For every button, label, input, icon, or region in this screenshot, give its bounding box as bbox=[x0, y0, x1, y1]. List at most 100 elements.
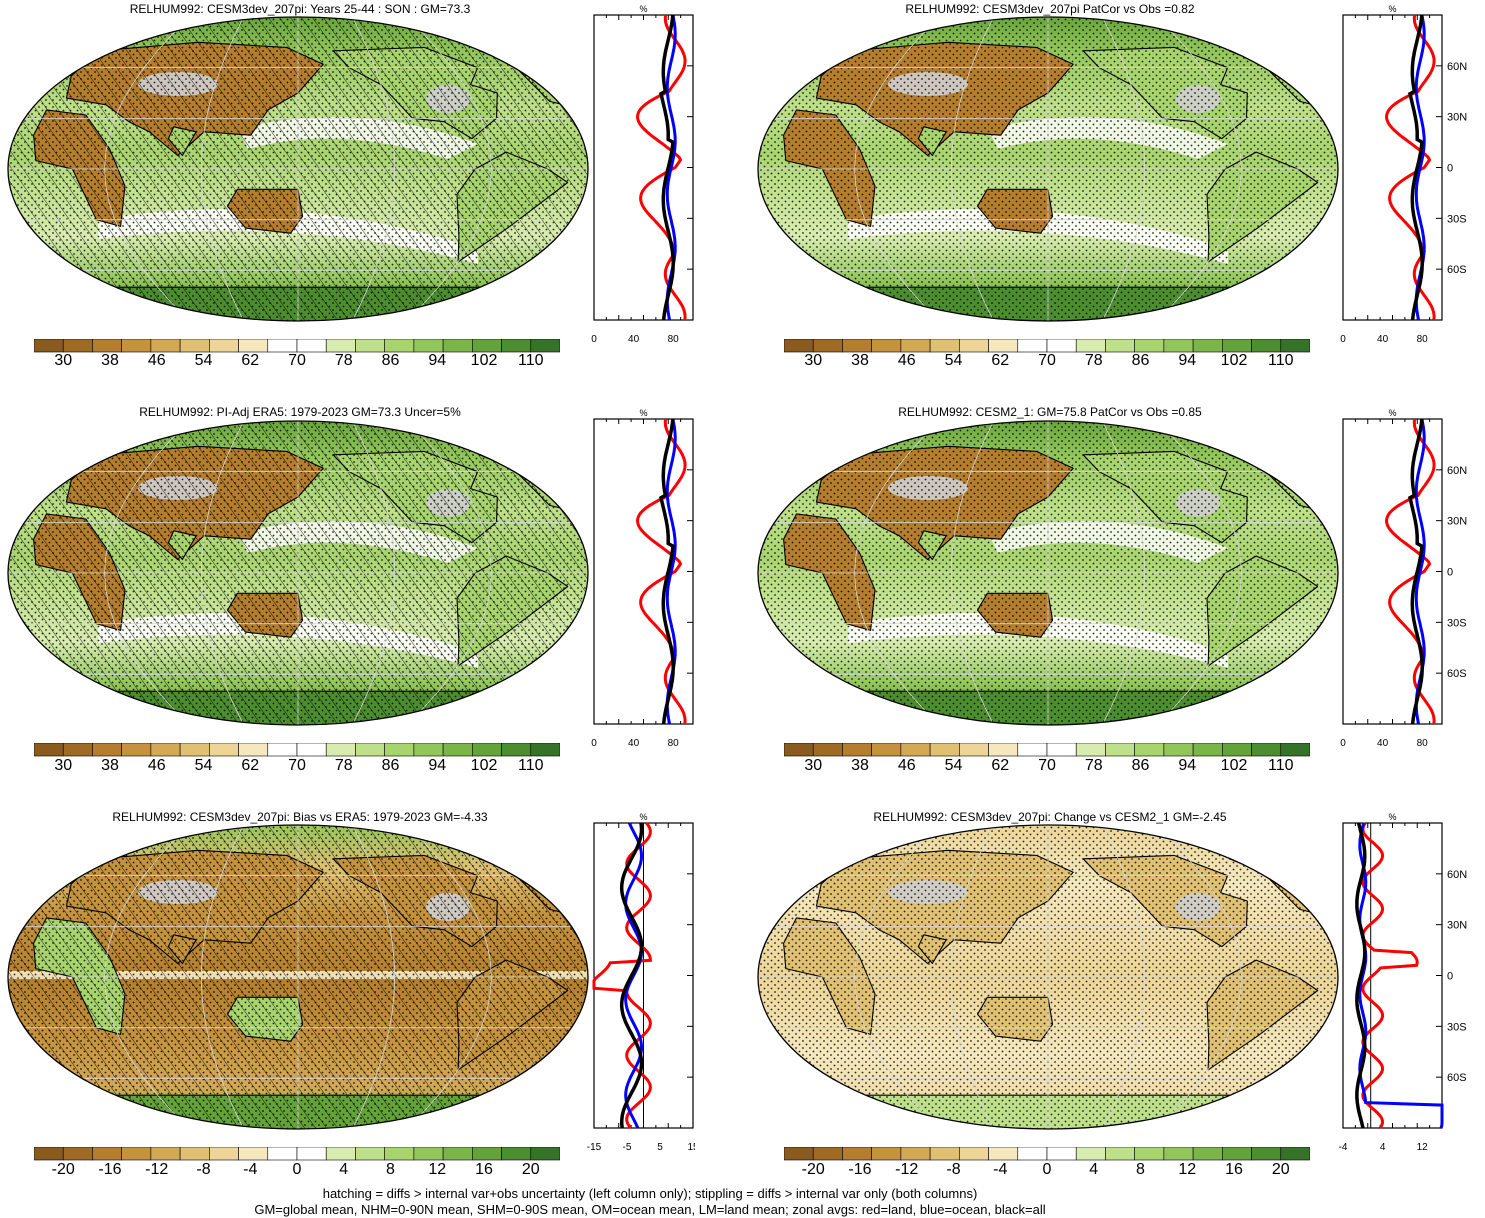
colorbar-tick-label: 70 bbox=[1038, 352, 1056, 369]
colorbar-tick-label: 62 bbox=[991, 757, 1010, 774]
panel-5-title: RELHUM992: CESM3dev_207pi: Bias vs ERA5:… bbox=[112, 810, 488, 824]
zonal-x-tick-label: 0 bbox=[1340, 738, 1346, 749]
colorbar-swatch bbox=[1046, 1147, 1077, 1161]
colorbar-tick-label: 62 bbox=[241, 757, 260, 774]
zonal-curve-all bbox=[619, 822, 644, 1129]
colorbar-swatch bbox=[209, 1147, 239, 1161]
zonal-unit-label: % bbox=[1388, 408, 1396, 418]
colorbar-tick-label: 38 bbox=[101, 352, 119, 369]
colorbar-tick-label: 102 bbox=[1220, 757, 1248, 774]
colorbar-tick-label: -8 bbox=[946, 1161, 961, 1178]
footer-line-1: hatching = diffs > internal var+obs unce… bbox=[322, 1186, 978, 1201]
zonal-curve-land bbox=[592, 822, 653, 1129]
zonal-curve-all bbox=[1355, 822, 1367, 1129]
colorbar-tick-label: 46 bbox=[147, 352, 166, 369]
zonal-lat-label: 60N bbox=[1447, 61, 1467, 73]
colorbar-labels-panel-3: 30 38 46 54 62 70 78 86 94 102 110 bbox=[34, 757, 560, 779]
zonal-lat-label: 30S bbox=[1447, 617, 1467, 629]
colorbar-swatch bbox=[1134, 743, 1165, 757]
colorbar-panel-5 bbox=[34, 1147, 560, 1161]
zonal-unit-label: % bbox=[1388, 4, 1396, 14]
colorbar-swatch bbox=[238, 743, 269, 757]
colorbar-tick-label: 0 bbox=[292, 1161, 302, 1178]
colorbar-swatch bbox=[325, 1147, 356, 1161]
colorbar-swatch bbox=[1105, 1147, 1135, 1161]
colorbar-tick-label: 0 bbox=[1042, 1161, 1052, 1178]
colorbar-tick-label: 16 bbox=[1225, 1161, 1243, 1178]
map-border bbox=[757, 824, 1339, 1130]
colorbar-swatch bbox=[1017, 1147, 1048, 1161]
colorbar-labels-panel-1: 30 38 46 54 62 70 78 86 94 102 110 bbox=[34, 352, 560, 374]
colorbar-tick-label: 38 bbox=[101, 757, 119, 774]
colorbar-swatch bbox=[1222, 743, 1252, 757]
zonal-frame bbox=[1342, 418, 1443, 725]
colorbar-tick-label: 86 bbox=[1131, 352, 1150, 369]
colorbar-swatch bbox=[267, 1147, 298, 1161]
colorbar-swatch bbox=[1163, 1147, 1194, 1161]
colorbar-tick-label: 20 bbox=[521, 1161, 540, 1178]
colorbar-tick-label: -8 bbox=[196, 1161, 211, 1178]
zonal-x-tick-label: 40 bbox=[628, 738, 640, 749]
colorbar-swatch bbox=[1075, 339, 1106, 353]
colorbar-swatch bbox=[812, 339, 843, 353]
colorbar-tick-label: 110 bbox=[518, 757, 544, 774]
zonal-curve-land bbox=[1384, 14, 1436, 321]
zonal-x-tick-label: 40 bbox=[628, 334, 640, 345]
colorbar-tick-label: 70 bbox=[288, 352, 306, 369]
colorbar-swatch bbox=[900, 1147, 931, 1161]
colorbar-tick-label: 78 bbox=[1084, 757, 1103, 774]
colorbar-swatch bbox=[238, 339, 269, 353]
colorbar-swatch bbox=[355, 743, 385, 757]
colorbar-swatch bbox=[121, 339, 152, 353]
colorbar-tick-label: 30 bbox=[54, 757, 73, 774]
zonal-curve-land bbox=[1384, 418, 1436, 725]
colorbar-swatch bbox=[988, 1147, 1019, 1161]
colorbar-labels-panel-6: -20 -16 -12 -8 -4 0 4 8 12 16 20 bbox=[784, 1161, 1310, 1183]
colorbar-swatch bbox=[988, 743, 1019, 757]
colorbar-swatch bbox=[1222, 1147, 1252, 1161]
colorbar-swatch bbox=[121, 743, 152, 757]
colorbar-panel-3 bbox=[34, 743, 560, 757]
colorbar-tick-label: 38 bbox=[851, 757, 869, 774]
colorbar-swatch bbox=[929, 1147, 960, 1161]
map-border bbox=[757, 420, 1339, 726]
colorbar-swatch bbox=[384, 339, 415, 353]
colorbar-swatch bbox=[355, 339, 385, 353]
colorbar-swatch bbox=[842, 339, 872, 353]
colorbar-tick-label: 86 bbox=[381, 352, 400, 369]
zonal-x-tick-label: 80 bbox=[668, 738, 680, 749]
colorbar-swatch bbox=[179, 743, 210, 757]
zonal-unit-label: % bbox=[639, 408, 647, 418]
colorbar-swatch bbox=[296, 1147, 327, 1161]
colorbar-swatch bbox=[209, 743, 239, 757]
colorbar-swatch bbox=[472, 743, 502, 757]
zonal-x-tick-label: 15 bbox=[687, 1142, 695, 1153]
colorbar-swatch bbox=[442, 743, 473, 757]
colorbar-tick-label: -4 bbox=[243, 1161, 258, 1178]
colorbar-swatch bbox=[1046, 743, 1077, 757]
map-border bbox=[757, 16, 1339, 322]
colorbar-swatch bbox=[472, 1147, 502, 1161]
zonal-lat-label: 60N bbox=[1447, 869, 1467, 881]
colorbar-panel-2 bbox=[784, 339, 1310, 353]
colorbar-tick-label: 46 bbox=[147, 757, 166, 774]
colorbar-swatch bbox=[784, 1147, 814, 1161]
colorbar-swatch bbox=[442, 1147, 473, 1161]
colorbar-tick-label: 54 bbox=[944, 757, 963, 774]
colorbar-swatch bbox=[413, 743, 444, 757]
map-border bbox=[7, 420, 589, 726]
colorbar-swatch bbox=[92, 1147, 122, 1161]
colorbar-tick-label: 4 bbox=[339, 1161, 349, 1178]
colorbar-swatch bbox=[784, 339, 814, 353]
panel-1-title: RELHUM992: CESM3dev_207pi: Years 25-44 :… bbox=[129, 2, 471, 16]
colorbar-labels-panel-2: 30 38 46 54 62 70 78 86 94 102 110 bbox=[784, 352, 1310, 374]
panel-6-title: RELHUM992: CESM3dev_207pi: Change vs CES… bbox=[873, 810, 1227, 824]
colorbar-swatch bbox=[1163, 339, 1194, 353]
colorbar-swatch bbox=[530, 743, 560, 757]
zonal-x-tick-label: 80 bbox=[1417, 334, 1429, 345]
colorbar-swatch bbox=[62, 1147, 93, 1161]
colorbar-swatch bbox=[900, 339, 931, 353]
colorbar-tick-label: -12 bbox=[145, 1161, 169, 1178]
